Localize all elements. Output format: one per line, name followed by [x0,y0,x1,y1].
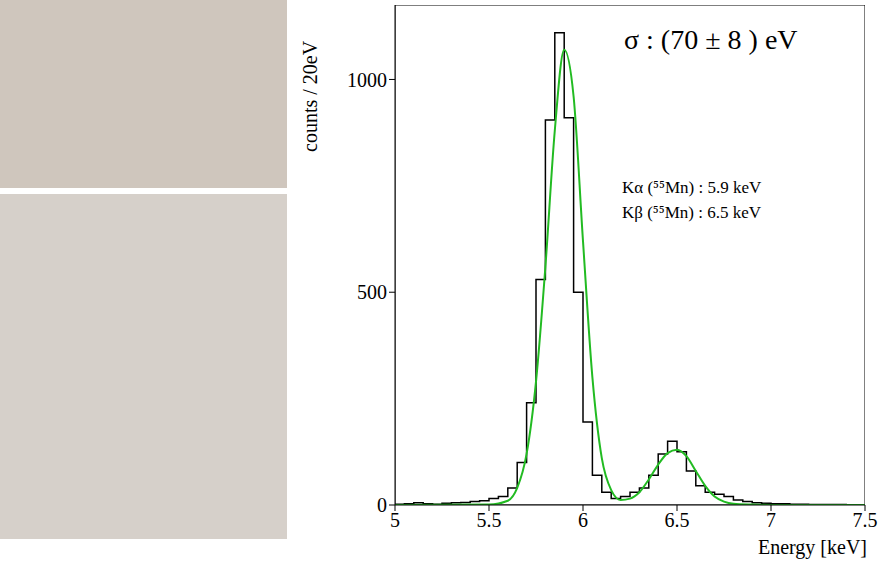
html-text:σ : (70 ± 8 ) eV: σ : (70 ± 8 ) eV [624,24,798,55]
svg-text:5: 5 [390,509,400,531]
svg-text:0: 0 [377,494,387,516]
svg-text:7.5: 7.5 [853,509,878,531]
svg-text:1000: 1000 [347,69,387,91]
svg-text:5.5: 5.5 [477,509,502,531]
svg-text:6: 6 [578,509,588,531]
svg-text:7: 7 [766,509,776,531]
html-text:Kα (⁵⁵Mn) : 5.9 keV: Kα (⁵⁵Mn) : 5.9 keV [622,178,762,197]
svg-text:500: 500 [357,281,387,303]
html-text:counts / 20eV: counts / 20eV [299,40,321,152]
html-text:Kβ (⁵⁵Mn) : 6.5 keV: Kβ (⁵⁵Mn) : 6.5 keV [622,203,761,222]
svg-text:6.5: 6.5 [665,509,690,531]
html-text:Energy [keV]: Energy [keV] [758,536,867,558]
